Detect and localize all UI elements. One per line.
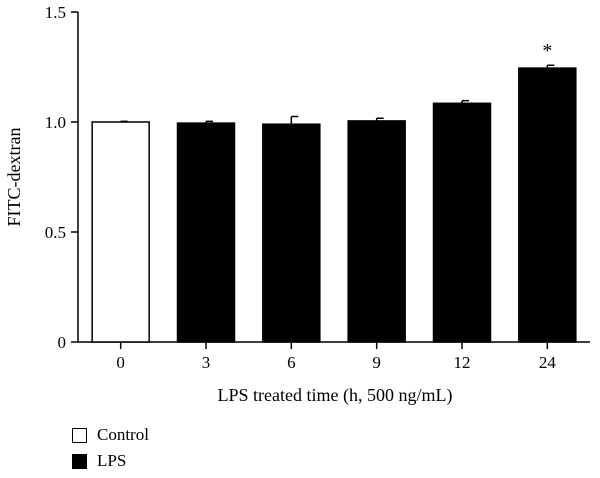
x-tick-label: 0 — [116, 353, 125, 372]
bar — [262, 123, 321, 343]
legend-swatch-control — [72, 427, 87, 443]
legend-swatch-lps — [72, 453, 87, 469]
y-tick-label: 1.5 — [45, 3, 66, 22]
y-tick-label: 1.0 — [45, 113, 66, 132]
bar — [176, 122, 236, 343]
x-tick-label: 24 — [539, 353, 557, 372]
x-tick-label: 9 — [372, 353, 381, 372]
bar — [91, 121, 150, 343]
y-axis-label: FITC-dextran — [4, 128, 24, 227]
bar — [347, 120, 406, 343]
y-tick-label: 0.5 — [45, 223, 66, 242]
x-tick-label: 6 — [287, 353, 296, 372]
x-axis-label: LPS treated time (h, 500 ng/mL) — [218, 385, 453, 406]
legend-item-control: Control — [72, 425, 149, 444]
bar — [518, 67, 577, 343]
legend-label-lps: LPS — [97, 451, 127, 470]
bar-chart: FITC-dextran LPS treated time (h, 500 ng… — [4, 3, 590, 406]
bar — [432, 102, 492, 343]
x-tick-label: 12 — [454, 353, 471, 372]
significance-marker: * — [542, 40, 552, 62]
legend-label-control: Control — [97, 425, 149, 444]
legend-item-lps: LPS — [72, 451, 149, 470]
legend: Control LPS — [72, 425, 149, 478]
x-tick-label: 3 — [202, 353, 211, 372]
y-tick-label: 0 — [58, 333, 67, 352]
